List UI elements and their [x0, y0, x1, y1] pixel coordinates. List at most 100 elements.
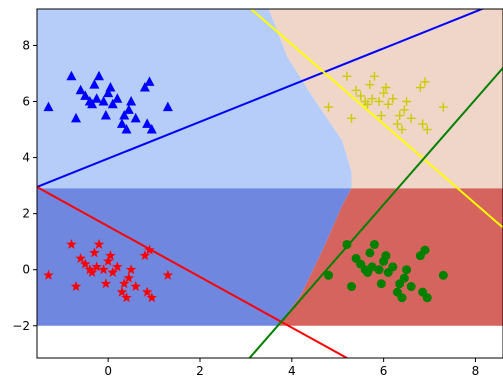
- triangle-point-19: [121, 124, 132, 134]
- circle-point-19: [397, 293, 407, 303]
- circle-point-3: [346, 282, 356, 292]
- star-point-7: [86, 267, 98, 277]
- plus-point-24: [418, 119, 428, 129]
- triangle-point-22: [130, 112, 141, 123]
- separating-lines: [37, 9, 503, 358]
- triangle-point-13: [103, 87, 114, 98]
- triangle-point-7: [87, 98, 98, 109]
- y-tick-label: 4: [22, 151, 30, 165]
- x-tick-label: 4: [288, 364, 296, 378]
- plot-frame: [36, 8, 503, 359]
- star-point-1: [43, 269, 54, 280]
- circle-point-21: [402, 265, 412, 275]
- data-points: [43, 70, 448, 303]
- triangle-point-9: [91, 93, 102, 103]
- star-point-15: [107, 267, 118, 277]
- plus-point-21: [402, 97, 412, 107]
- plus-point-11: [374, 97, 384, 107]
- plus-point-27: [438, 102, 448, 112]
- triangle-point-3: [71, 112, 82, 123]
- star-point-25: [144, 244, 155, 255]
- y-tick-label: 0: [22, 263, 30, 277]
- plus-point-17: [392, 119, 402, 129]
- star-point-9: [91, 261, 102, 272]
- y-tick-label: 2: [22, 207, 30, 221]
- plus-point-23: [415, 82, 425, 92]
- boundary-line-4: [248, 67, 503, 358]
- circle-point-27: [438, 270, 448, 280]
- circle-point-10: [369, 239, 379, 249]
- region-yellow: [268, 9, 503, 189]
- star-point-2: [66, 238, 77, 249]
- x-tick-label: 8: [472, 364, 480, 378]
- circle-point-2: [342, 239, 352, 249]
- triangle-point-24: [142, 118, 153, 128]
- circle-point-11: [374, 265, 384, 275]
- circle-point-1: [324, 270, 334, 280]
- triangle-point-11: [98, 96, 109, 106]
- plus-point-16: [388, 94, 398, 104]
- triangle-point-17: [116, 118, 127, 128]
- plus-point-10: [369, 71, 379, 81]
- plus-point-7: [363, 99, 373, 109]
- star-point-10: [93, 238, 105, 249]
- star-point-3: [70, 281, 82, 291]
- star-point-24: [141, 286, 153, 297]
- triangle-point-20: [123, 104, 134, 114]
- triangle-point-4: [75, 84, 86, 95]
- star-point-11: [98, 264, 109, 275]
- region-blue: [37, 9, 352, 189]
- star-point-12: [100, 278, 112, 289]
- plus-point-14: [381, 82, 391, 92]
- triangle-point-21: [126, 96, 137, 106]
- star-point-13: [102, 255, 114, 266]
- plus-point-26: [422, 125, 432, 135]
- plus-point-1: [324, 102, 334, 112]
- circle-point-8: [365, 248, 375, 258]
- plus-point-25: [420, 77, 430, 87]
- circle-point-22: [406, 282, 416, 292]
- circle-point-25: [420, 245, 430, 255]
- plus-point-4: [351, 85, 361, 95]
- star-point-21: [125, 264, 137, 275]
- region-green: [278, 188, 503, 326]
- plus-point-12: [376, 111, 386, 121]
- star-point-17: [116, 286, 128, 297]
- triangle-point-12: [100, 110, 111, 120]
- star-point-20: [123, 272, 135, 283]
- triangle-point-16: [112, 93, 123, 103]
- triangle-point-26: [146, 124, 157, 134]
- y-tick-label: −2: [12, 319, 30, 333]
- boundary-line-2: [37, 186, 348, 358]
- triangle-point-1: [43, 101, 54, 112]
- star-point-4: [75, 252, 86, 263]
- y-tick-label: 8: [22, 38, 30, 52]
- triangle-point-5: [80, 90, 91, 100]
- triangle-point-23: [139, 81, 150, 92]
- circle-point-12: [376, 279, 386, 289]
- star-point-18: [119, 278, 130, 289]
- triangle-point-14: [105, 81, 116, 92]
- circle-point-20: [399, 273, 409, 283]
- plus-point-8: [365, 80, 375, 90]
- region-red: [37, 188, 352, 326]
- boundary-line-3: [249, 9, 503, 229]
- x-tick-label: 0: [104, 364, 112, 378]
- plus-point-20: [399, 105, 409, 115]
- y-tick-label: 6: [22, 95, 30, 109]
- star-point-6: [84, 264, 96, 275]
- circle-point-9: [367, 262, 377, 272]
- x-tick-label: 2: [196, 364, 204, 378]
- triangle-point-8: [89, 79, 100, 89]
- star-point-22: [130, 281, 141, 291]
- triangle-point-25: [144, 76, 155, 86]
- circle-point-26: [422, 293, 432, 303]
- triangle-point-10: [93, 70, 104, 81]
- plus-point-19: [397, 125, 407, 135]
- plus-point-18: [395, 111, 405, 121]
- boundary-line-1: [37, 9, 485, 188]
- circle-point-16: [388, 262, 398, 272]
- plus-point-15: [383, 99, 393, 109]
- triangle-point-27: [162, 101, 173, 112]
- plus-point-5: [356, 91, 366, 101]
